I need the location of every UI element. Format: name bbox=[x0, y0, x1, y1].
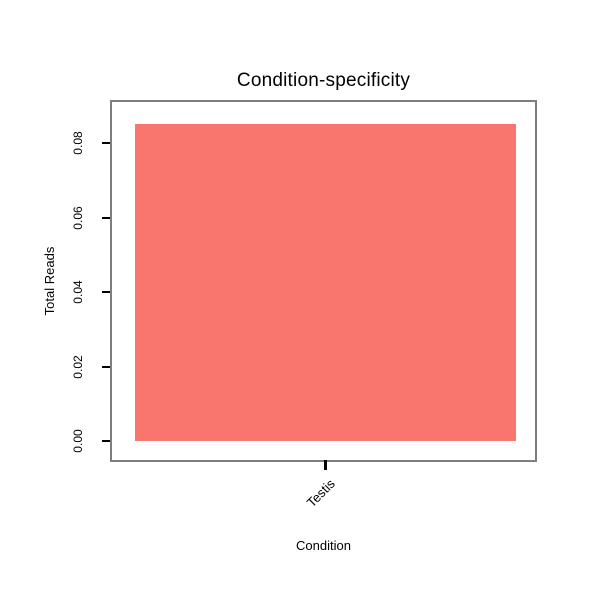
y-tick-mark bbox=[102, 440, 110, 443]
x-category-label: Testis bbox=[303, 476, 338, 511]
y-axis-title: Total Reads bbox=[42, 246, 57, 316]
y-tick-mark bbox=[102, 291, 110, 294]
y-tick-label: 0.00 bbox=[71, 429, 85, 454]
x-axis-title: Condition bbox=[296, 538, 351, 553]
y-tick-label: 0.06 bbox=[71, 205, 85, 230]
bar-testis bbox=[134, 124, 517, 442]
y-tick-label: 0.04 bbox=[71, 280, 85, 304]
y-tick-mark bbox=[102, 142, 110, 145]
y-tick-mark bbox=[102, 365, 110, 368]
chart-title: Condition-specificity bbox=[236, 70, 411, 91]
plot-area: 0.00 0.02 0.04 0.06 0.08 Testis bbox=[71, 100, 537, 510]
x-axis-tick bbox=[323, 460, 327, 470]
y-tick-label: 0.02 bbox=[71, 355, 85, 379]
y-tick-mark bbox=[102, 216, 110, 219]
y-tick-label: 0.08 bbox=[71, 131, 85, 155]
